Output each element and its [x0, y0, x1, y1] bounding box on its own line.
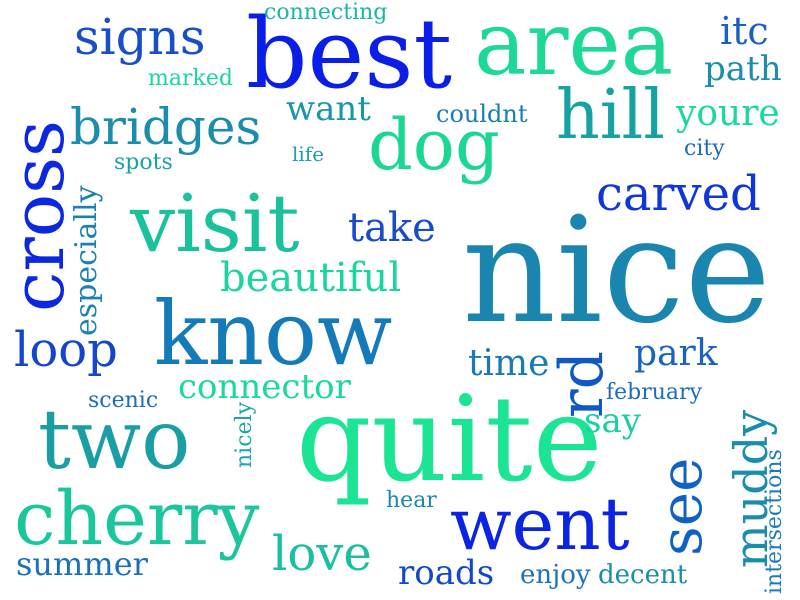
word-life: life [292, 142, 325, 166]
word-cherry: cherry [14, 476, 260, 562]
word-carved: carved [596, 166, 761, 222]
word-dog: dog [368, 104, 500, 186]
word-park: park [634, 333, 718, 374]
word-roads: roads [398, 553, 495, 593]
word-youre: youre [676, 93, 780, 134]
word-scenic: scenic [88, 388, 159, 413]
word-nice: nice [462, 186, 771, 356]
word-time: time [468, 343, 550, 384]
word-spots: spots [114, 150, 173, 175]
word-enjoy: enjoy [520, 560, 591, 590]
word-best: best [246, 0, 453, 110]
word-summer: summer [16, 545, 148, 583]
word-say: say [584, 401, 641, 441]
word-love: love [272, 526, 372, 582]
word-signs: signs [74, 8, 206, 66]
word-cross: cross [0, 120, 80, 312]
word-marked: marked [148, 66, 233, 91]
word-quite: quite [296, 370, 603, 508]
word-hear: hear [386, 488, 437, 513]
word-know: know [154, 282, 393, 385]
word-visit: visit [130, 177, 300, 270]
word-itc: itc [720, 9, 769, 53]
word-february: february [606, 380, 702, 405]
word-decent: decent [598, 560, 688, 590]
word-bridges: bridges [70, 98, 262, 156]
word-went: went [450, 482, 630, 566]
word-connector: connector [178, 367, 351, 407]
word-path: path [704, 49, 782, 89]
word-two: two [38, 393, 191, 488]
word-area: area [474, 0, 674, 95]
word-intersections: intersections [762, 449, 787, 594]
word-want: want [286, 89, 371, 129]
word-beautiful: beautiful [220, 255, 402, 301]
word-see: see [647, 457, 715, 556]
word-city: city [684, 136, 725, 161]
word-take: take [348, 205, 436, 251]
word-connecting: connecting [264, 0, 388, 25]
word-nicely: nicely [232, 401, 257, 468]
word-loop: loop [14, 322, 118, 378]
word-especially: especially [69, 185, 104, 336]
word-hill: hill [556, 76, 666, 155]
word-couldnt: couldnt [436, 100, 528, 128]
